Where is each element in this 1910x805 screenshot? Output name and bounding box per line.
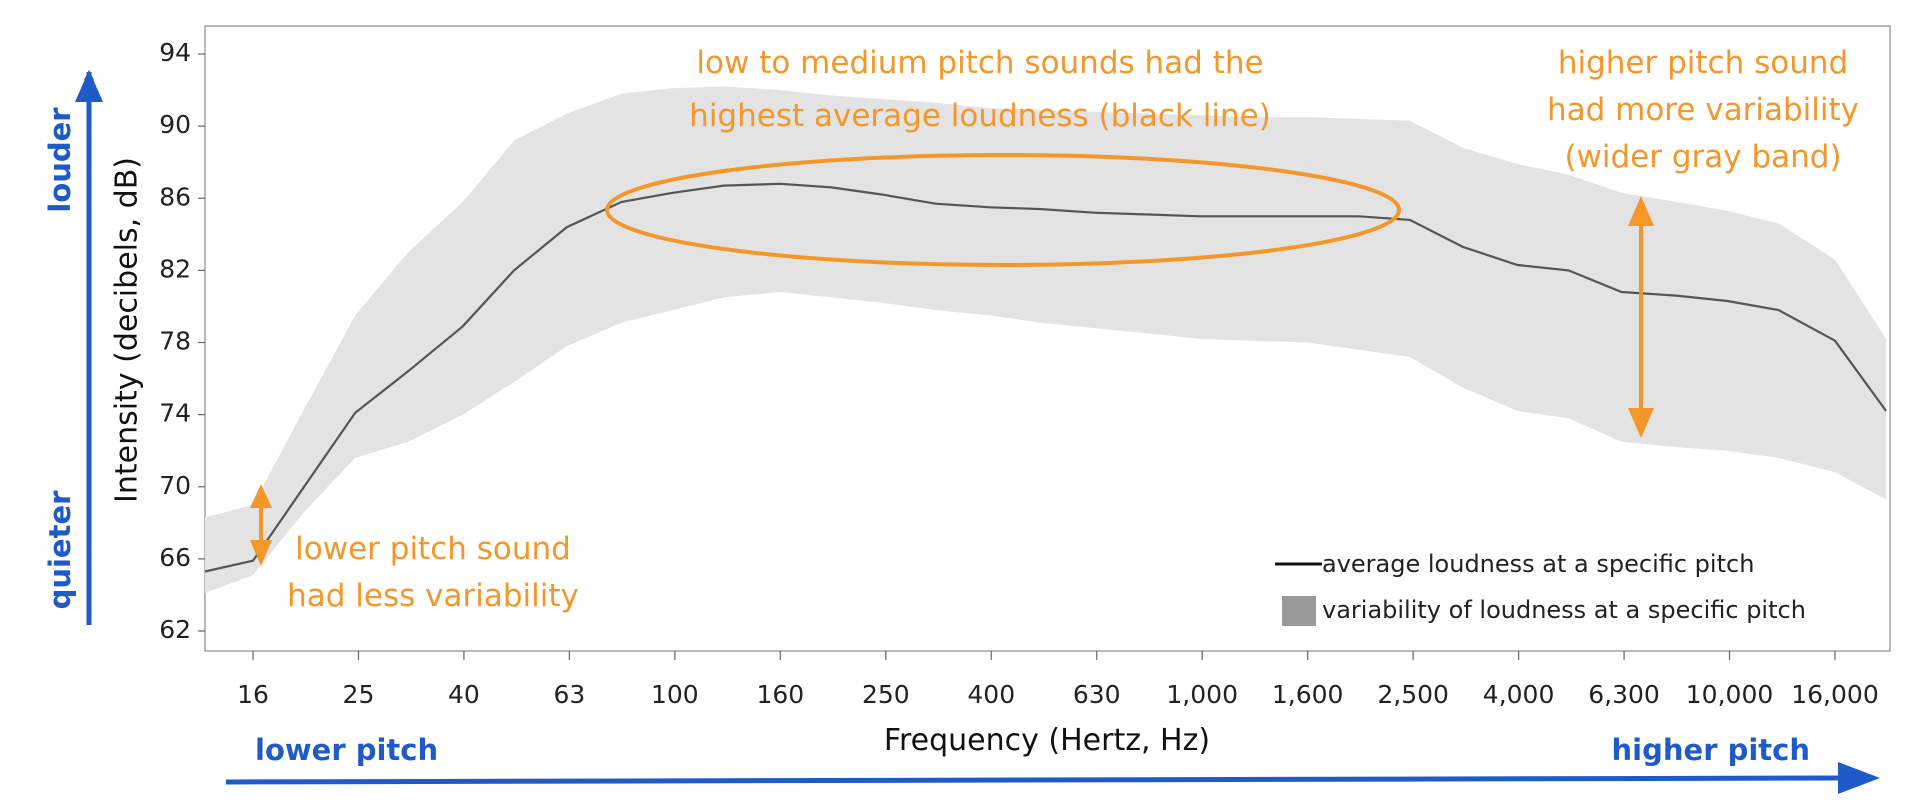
highest-loudness-ellipse [605,153,1401,267]
x-axis-title: Frequency (Hertz, Hz) [884,723,1210,758]
x-axis-ticks: 16 25 40 63 100 160 250 400 630 1,000 1,600 2,500 4,… [237,651,1879,709]
y-tick-label: 70 [159,471,191,500]
y-tick-label: 90 [159,110,191,139]
annotation-bottom-left-line1: lower pitch sound [295,531,571,567]
louder-arrow-head [75,70,103,102]
legend-band-label: variability of loudness at a specific pi… [1322,596,1806,624]
low-variability-arrow [250,484,272,566]
pitch-arrow-head [1838,762,1880,794]
y-axis-ticks: 94 90 86 82 78 74 70 66 62 [159,38,205,644]
x-tick-label: 250 [862,680,910,709]
x-tick-label: 40 [448,680,480,709]
x-tick-label: 63 [553,680,585,709]
y-tick-label: 94 [159,38,191,67]
annotation-top-right-line3: (wider gray band) [1564,139,1841,175]
y-tick-label: 82 [159,254,191,283]
legend-line-label: average loudness at a specific pitch [1322,550,1754,578]
x-tick-label: 400 [967,680,1015,709]
quieter-label: quieter [43,490,77,610]
x-tick-label: 25 [343,680,375,709]
x-tick-label: 10,000 [1686,680,1773,709]
x-tick-label: 1,600 [1272,680,1344,709]
y-axis-title: Intensity (decibels, dB) [110,157,145,503]
x-tick-label: 4,000 [1483,680,1555,709]
annotation-bottom-left-line2: had less variability [287,578,579,614]
x-tick-label: 16,000 [1791,680,1878,709]
y-tick-label: 78 [159,327,191,356]
x-tick-label: 160 [756,680,804,709]
x-tick-label: 1,000 [1166,680,1238,709]
higher-pitch-label: higher pitch [1612,733,1810,767]
annotation-top-right-line2: had more variability [1547,92,1859,128]
x-tick-label: 2,500 [1377,680,1449,709]
x-tick-label: 630 [1073,680,1121,709]
average-loudness-line [204,182,1887,573]
y-tick-label: 66 [159,543,191,572]
y-tick-label: 62 [159,615,191,644]
legend: average loudness at a specific pitch var… [1275,550,1806,626]
variability-band [205,86,1887,594]
y-tick-label: 86 [159,182,191,211]
y-tick-label: 74 [159,399,191,428]
pitch-arrow [225,775,1841,785]
high-variability-arrow [1628,196,1654,438]
lower-pitch-label: lower pitch [255,733,438,767]
x-tick-label: 16 [237,680,269,709]
x-tick-label: 6,300 [1588,680,1660,709]
legend-band-swatch [1282,596,1316,626]
louder-label: louder [43,107,77,213]
annotation-top-center-line2: highest average loudness (black line) [689,98,1271,134]
annotation-top-right-line1: higher pitch sound [1558,45,1848,81]
x-tick-label: 100 [651,680,699,709]
plot-frame [204,25,1891,652]
annotation-top-center-line1: low to medium pitch sounds had the [696,45,1263,81]
